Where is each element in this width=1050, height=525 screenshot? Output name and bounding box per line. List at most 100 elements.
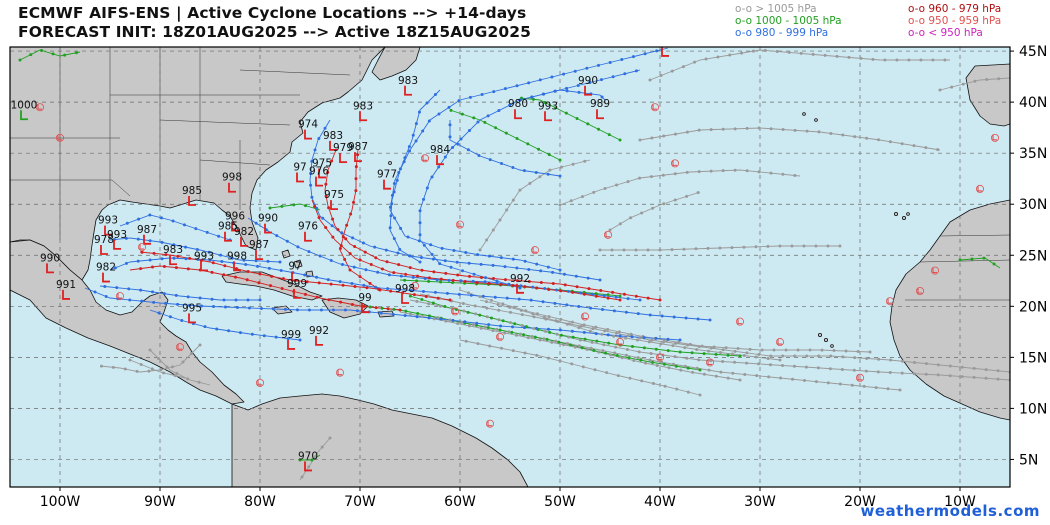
track-point bbox=[721, 127, 725, 131]
track-point bbox=[543, 100, 547, 104]
track-point bbox=[139, 362, 143, 366]
track-point bbox=[787, 50, 791, 54]
track-point bbox=[714, 352, 718, 356]
track-point bbox=[341, 235, 345, 239]
track-point bbox=[315, 295, 319, 299]
track-point bbox=[624, 353, 628, 357]
track-point bbox=[559, 165, 563, 169]
track-point bbox=[775, 49, 779, 53]
track-point bbox=[420, 298, 424, 302]
track-point bbox=[754, 355, 758, 359]
track-point bbox=[423, 277, 427, 281]
track-point bbox=[431, 301, 435, 305]
track-point bbox=[972, 366, 976, 370]
lon-label: 20W bbox=[844, 494, 876, 510]
track-point bbox=[363, 250, 367, 254]
lat-label: 15N bbox=[1019, 350, 1047, 366]
track-point bbox=[513, 322, 517, 326]
track-point bbox=[392, 307, 396, 311]
track-point bbox=[519, 284, 523, 288]
track-point bbox=[614, 295, 618, 299]
track-point bbox=[327, 206, 331, 210]
track-point bbox=[651, 382, 655, 386]
low-circle bbox=[976, 184, 985, 193]
track-point bbox=[501, 319, 505, 323]
track-point bbox=[427, 316, 431, 320]
track-point bbox=[505, 296, 509, 300]
track-point bbox=[558, 203, 562, 207]
track-point bbox=[958, 258, 962, 262]
track-point bbox=[128, 298, 132, 302]
track-point bbox=[611, 290, 615, 294]
track-point bbox=[234, 298, 238, 302]
track-point bbox=[531, 312, 535, 316]
track-point bbox=[736, 347, 740, 351]
track-point bbox=[188, 303, 192, 307]
track-point bbox=[745, 351, 749, 355]
track-point bbox=[445, 291, 449, 295]
track-point bbox=[303, 292, 307, 296]
track-point bbox=[562, 343, 566, 347]
track-point bbox=[714, 374, 718, 378]
track-point bbox=[726, 353, 730, 357]
track-point bbox=[195, 247, 199, 251]
track-point bbox=[529, 298, 533, 302]
track-point bbox=[649, 175, 653, 179]
track-point bbox=[497, 308, 501, 312]
track-point bbox=[844, 349, 848, 353]
track-point bbox=[354, 177, 358, 181]
track-point bbox=[686, 390, 690, 394]
track-point bbox=[208, 258, 212, 262]
track-point bbox=[373, 245, 377, 249]
track-point bbox=[599, 289, 603, 293]
track-point bbox=[702, 352, 706, 356]
track-point bbox=[601, 307, 605, 311]
track-point bbox=[250, 332, 254, 336]
track-point bbox=[531, 285, 535, 289]
track-point bbox=[620, 58, 624, 62]
track-point bbox=[606, 328, 610, 332]
track-point bbox=[768, 363, 772, 367]
track-point bbox=[403, 156, 407, 160]
track-point bbox=[511, 257, 515, 261]
track-point bbox=[160, 257, 164, 261]
track-point bbox=[148, 348, 152, 352]
track-point bbox=[852, 368, 856, 372]
track-point bbox=[580, 195, 584, 199]
track-point bbox=[444, 271, 448, 275]
track-point bbox=[659, 342, 663, 346]
track-point bbox=[331, 217, 335, 221]
track-point bbox=[666, 337, 670, 341]
track-point bbox=[140, 299, 144, 303]
low-circle bbox=[886, 297, 895, 306]
track-point bbox=[379, 311, 383, 315]
track-point bbox=[650, 338, 654, 342]
track-point bbox=[780, 363, 784, 367]
track-point bbox=[638, 298, 642, 302]
track-point bbox=[740, 51, 744, 55]
track-point bbox=[358, 258, 362, 262]
track-point bbox=[630, 344, 634, 348]
track-point bbox=[696, 317, 700, 321]
track-point bbox=[565, 303, 569, 307]
track-point bbox=[608, 353, 612, 357]
track-point bbox=[649, 351, 653, 355]
track-point bbox=[190, 351, 194, 355]
track-point bbox=[592, 349, 596, 353]
track-point bbox=[468, 95, 472, 99]
track-point bbox=[499, 282, 503, 286]
track-point bbox=[601, 349, 605, 353]
track-point bbox=[406, 235, 410, 239]
track-point bbox=[270, 274, 274, 278]
track-point bbox=[606, 296, 610, 300]
track-point bbox=[856, 350, 860, 354]
track-point bbox=[622, 248, 626, 252]
track-point bbox=[508, 103, 512, 107]
track-point bbox=[415, 299, 419, 303]
track-point bbox=[267, 266, 271, 270]
track-point bbox=[317, 137, 321, 141]
low-symbol-small bbox=[422, 155, 427, 161]
track-point bbox=[136, 259, 140, 263]
pressure-label: 985 bbox=[182, 185, 202, 197]
track-point bbox=[859, 56, 863, 60]
